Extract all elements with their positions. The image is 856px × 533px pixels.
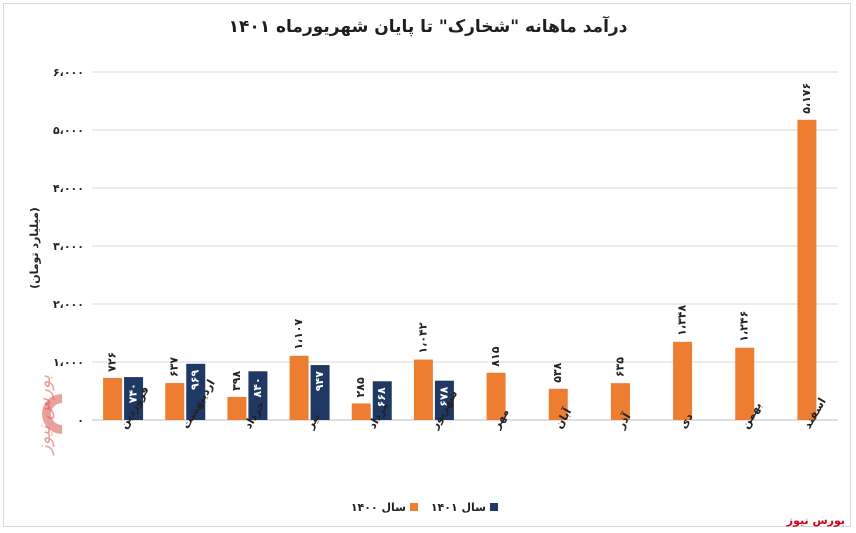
data-label-1400: ۳۹۸ [230, 370, 243, 390]
data-label-1401: ۹۶۹ [189, 370, 202, 390]
data-label-1401: ۹۴۷ [313, 371, 326, 391]
watermark-logo: بورس نیوز [34, 375, 84, 456]
gridlines [92, 71, 838, 421]
source-label: بورس نیوز [786, 514, 845, 527]
bar-1400 [413, 359, 433, 420]
data-label-1400: ۱،۰۴۲ [416, 322, 429, 353]
data-label-1400: ۱،۳۴۸ [676, 304, 689, 335]
bars [103, 119, 817, 421]
data-label-1401: ۶۷۸ [437, 386, 450, 406]
x-axis-categories: فروردین اردیبهشت خرداد تیر مرداد شهریور مهر آبا… [117, 377, 829, 432]
bar-1400 [673, 341, 693, 420]
y-tick-label: ۴،۰۰۰ [53, 182, 84, 195]
data-label-1400: ۱،۲۴۶ [738, 311, 751, 342]
bar-1400 [735, 347, 755, 420]
data-label-1400: ۵،۱۷۶ [800, 83, 813, 114]
bar-1400 [486, 372, 506, 420]
svg-text:بورس نیوز: بورس نیوز [34, 375, 55, 456]
bar-1401 [124, 377, 144, 420]
bar-1400 [165, 383, 185, 420]
bar-1401 [310, 365, 330, 420]
bar-1400 [103, 377, 123, 420]
legend-label: سال ۱۴۰۱ [431, 501, 486, 514]
data-label-1400: ۵۳۸ [551, 362, 564, 382]
y-tick-label: ۰ [77, 414, 84, 427]
data-label-1400: ۸۱۵ [489, 346, 502, 366]
bar-1400 [289, 355, 309, 420]
chart-title: درآمد ماهانه "شخارک" تا پایان شهریورماه … [229, 15, 628, 37]
data-label-1400: ۶۳۷ [168, 357, 181, 377]
bar-1400 [351, 403, 371, 420]
data-label-1400: ۱،۱۰۷ [292, 318, 305, 349]
legend-swatch [490, 503, 498, 511]
bar-1400 [610, 383, 630, 420]
y-tick-label: ۱،۰۰۰ [53, 356, 84, 369]
data-label-1401: ۶۶۸ [375, 387, 388, 407]
chart-frame [3, 3, 851, 527]
bar-1401 [372, 381, 392, 420]
y-axis-label: (میلیارد تومان) [28, 207, 41, 289]
legend-swatch [410, 503, 418, 511]
data-label-1401: ۸۴۰ [251, 377, 264, 397]
data-label-1400: ۲۸۵ [354, 377, 367, 397]
bar-1400 [227, 396, 247, 420]
y-tick-label: ۵،۰۰۰ [53, 124, 84, 137]
y-tick-label: ۳،۰۰۰ [53, 240, 84, 253]
bar-1400 [548, 388, 568, 420]
bar-1401 [434, 380, 454, 420]
y-tick-label: ۶،۰۰۰ [53, 66, 84, 79]
y-tick-label: ۲،۰۰۰ [53, 298, 84, 311]
data-label-1401: ۷۴۰ [127, 383, 140, 403]
bar-1400 [797, 119, 817, 421]
bar-1401 [248, 371, 268, 420]
y-axis-ticks: ۰ ۱،۰۰۰ ۲،۰۰۰ ۳،۰۰۰ ۴،۰۰۰ ۵،۰۰۰ ۶،۰۰۰ [53, 66, 84, 427]
legend-label: سال ۱۴۰۰ [351, 501, 406, 514]
data-label-1400: ۷۲۶ [106, 352, 119, 372]
data-label-1400: ۶۳۵ [613, 357, 626, 377]
bar-1401 [186, 363, 206, 420]
data-labels: ۷۲۶ ۷۴۰ ۶۳۷ ۹۶۹ ۳۹۸ ۸۴۰ ۱،۱۰۷ ۹۴۷ ۲۸۵ ۶۶۸ ۱،۰۴۲ ۶۷۸… [106, 83, 813, 408]
legend: سال ۱۴۰۰ سال ۱۴۰۱ [351, 501, 498, 514]
